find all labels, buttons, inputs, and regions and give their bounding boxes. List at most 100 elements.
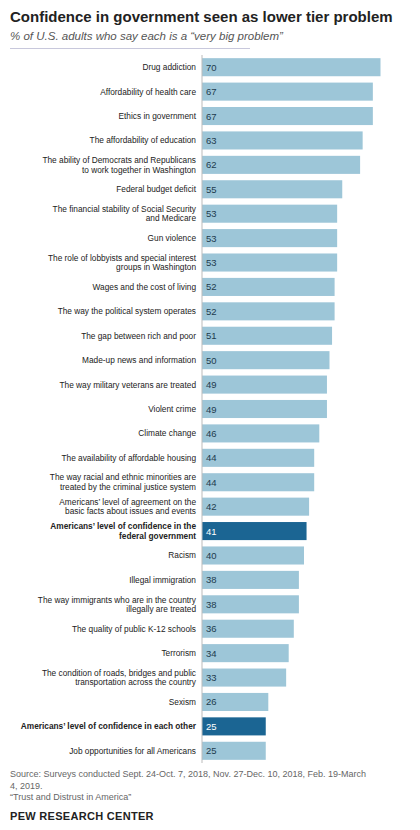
category-label: Job opportunities for all Americans: [69, 746, 196, 756]
category-label: Affordability of health care: [100, 87, 196, 97]
bar: [202, 229, 337, 247]
bar: [202, 669, 286, 687]
data-label: 33: [206, 672, 217, 683]
bar: [202, 58, 381, 76]
bar: [202, 327, 332, 345]
data-label: 46: [206, 428, 217, 439]
category-label: Wages and the cost of living: [93, 282, 197, 292]
separator: [10, 48, 250, 49]
category-label: The gap between rich and poor: [81, 331, 196, 341]
bar: [202, 522, 307, 540]
category-label: The way immigrants who are in the countr…: [38, 595, 197, 615]
category-label: Gun violence: [148, 233, 197, 243]
data-label: 67: [206, 86, 217, 97]
category-label: The quality of public K-12 schools: [72, 624, 196, 634]
data-label: 25: [206, 745, 217, 756]
data-label: 52: [206, 306, 217, 317]
source: Source: Surveys conducted Sept. 24-Oct. …: [10, 769, 410, 804]
data-label: 38: [206, 599, 217, 610]
category-label: The way the political system operates: [58, 306, 196, 316]
data-label: 44: [206, 452, 217, 463]
category-label: Americans’ level of confidence in each o…: [21, 721, 197, 731]
bar: [202, 742, 266, 760]
category-label: Violent crime: [148, 404, 196, 414]
data-label: 70: [206, 62, 217, 73]
bar: [202, 546, 304, 564]
category-label: Drug addiction: [142, 62, 196, 72]
data-label: 36: [206, 623, 217, 634]
category-label: Sexism: [169, 697, 196, 707]
bar: [202, 205, 337, 223]
data-label: 62: [206, 159, 217, 170]
category-label: The financial stability of Social Securi…: [53, 204, 197, 224]
chart-area: 7067676362555353535252515049494644444241…: [10, 53, 410, 765]
axis-line: [202, 55, 203, 763]
category-label: Ethics in government: [119, 111, 197, 121]
data-label: 25: [206, 721, 217, 732]
footer: PEW RESEARCH CENTER: [10, 810, 410, 822]
data-label: 42: [206, 501, 217, 512]
bar: [202, 717, 266, 735]
category-label: The way military veterans are treated: [60, 380, 197, 390]
data-label: 50: [206, 355, 217, 366]
bar: [202, 571, 299, 589]
category-label: The availability of affordable housing: [61, 453, 196, 463]
data-label: 49: [206, 379, 217, 390]
category-label: Americans’ level of confidence in thefed…: [50, 521, 196, 541]
category-label: Racism: [168, 550, 196, 560]
bar: [202, 131, 363, 149]
title: Confidence in government seen as lower t…: [10, 8, 410, 26]
category-label: The role of lobbyists and special intere…: [48, 253, 197, 273]
data-label: 53: [206, 208, 217, 219]
bar: [202, 473, 314, 491]
data-label: 51: [206, 330, 217, 341]
category-label: Climate change: [138, 428, 196, 438]
data-label: 55: [206, 184, 217, 195]
category-label: The ability of Democrats and Republicans…: [42, 155, 196, 175]
category-label: The affordability of education: [90, 135, 197, 145]
bars: [202, 58, 381, 760]
bar: [202, 351, 330, 369]
category-label: Illegal immigration: [129, 575, 196, 585]
bar: [202, 253, 337, 271]
data-label: 49: [206, 404, 217, 415]
category-label: Americans’ level of agreement on thebasi…: [59, 497, 196, 517]
data-label: 44: [206, 477, 217, 488]
bar: [202, 278, 335, 296]
data-label: 34: [206, 648, 217, 659]
data-label: 53: [206, 257, 217, 268]
category-label: Terrorism: [161, 648, 196, 658]
data-label: 40: [206, 550, 217, 561]
bar: [202, 302, 335, 320]
data-label: 67: [206, 111, 217, 122]
bar: [202, 449, 314, 467]
data-label: 63: [206, 135, 217, 146]
bar: [202, 400, 327, 418]
bar: [202, 376, 327, 394]
footer-area: Source: Surveys conducted Sept. 24-Oct. …: [10, 769, 410, 822]
subtitle: % of U.S. adults who say each is a “very…: [10, 30, 410, 42]
category-label: Federal budget deficit: [116, 184, 196, 194]
chart: 7067676362555353535252515049494644444241…: [10, 53, 410, 765]
data-label: 41: [206, 526, 217, 537]
category-label: Made-up news and information: [82, 355, 196, 365]
category-labels: Drug addiction Affordability of health ca…: [21, 62, 197, 756]
data-label: 26: [206, 696, 217, 707]
bar: [202, 156, 360, 174]
data-label: 38: [206, 574, 217, 585]
page: {"chart_data": {"type": "bar", "orientat…: [0, 0, 420, 830]
bar: [202, 424, 319, 442]
category-label: The way racial and ethnic minorities are…: [50, 472, 197, 492]
bar: [202, 498, 309, 516]
data-label: 52: [206, 281, 217, 292]
header: Confidence in government seen as lower t…: [10, 8, 410, 49]
bar: [202, 620, 294, 638]
bar: [202, 107, 373, 125]
bar: [202, 180, 342, 198]
data-labels: 7067676362555353535252515049494644444241…: [206, 62, 217, 757]
category-label: The condition of roads, bridges and publ…: [42, 668, 197, 688]
bar: [202, 644, 289, 662]
bar: [202, 595, 299, 613]
bar: [202, 693, 268, 711]
bar: [202, 83, 373, 101]
